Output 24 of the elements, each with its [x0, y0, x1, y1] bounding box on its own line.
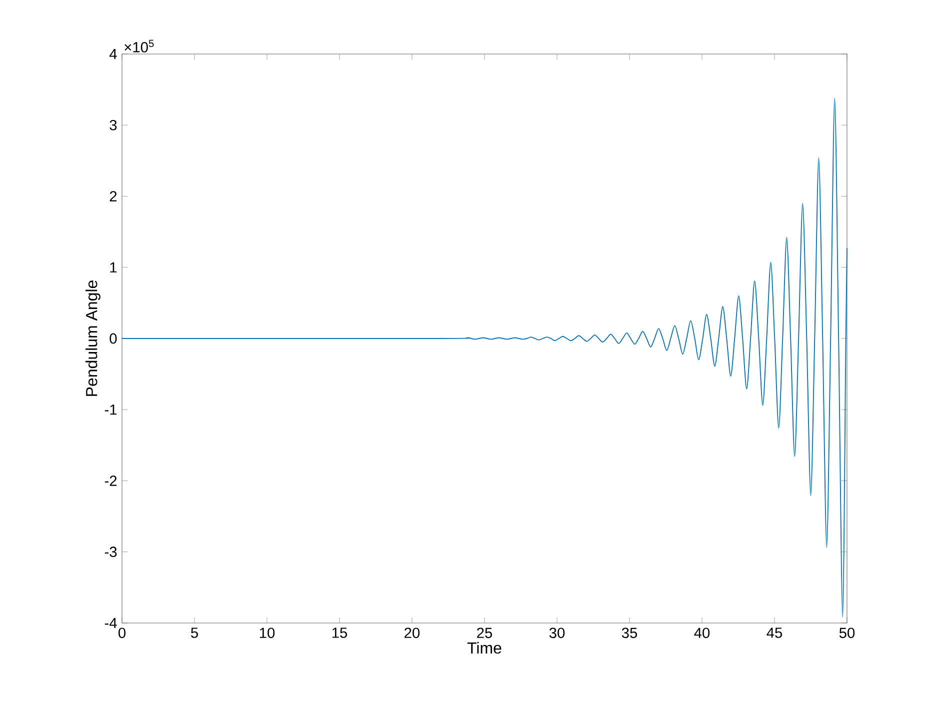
x-tick-label: 35 — [622, 628, 638, 638]
x-tick-label: 15 — [332, 628, 348, 638]
x-tick-label: 25 — [477, 628, 492, 638]
y-tick-label: -2 — [104, 476, 117, 486]
y-tick-label: 4 — [109, 48, 117, 60]
x-tick-label: 10 — [260, 628, 275, 638]
x-tick-label: 5 — [191, 628, 198, 638]
y-tick-label: -4 — [104, 618, 117, 628]
y-axis-title: Pendulum Angle — [86, 280, 100, 396]
x-tick-label: 40 — [694, 628, 710, 638]
x-tick-label: 0 — [118, 628, 126, 638]
y-tick-label: 0 — [110, 333, 117, 344]
y-tick-label: -1 — [104, 404, 117, 415]
x-axis-title: Time — [467, 642, 502, 654]
y-tick-label: 2 — [110, 191, 117, 202]
x-tick-label: 50 — [839, 628, 855, 638]
y-tick-label: -3 — [104, 546, 117, 558]
y-tick-label: 3 — [110, 120, 117, 130]
line-series — [122, 98, 848, 618]
y-tick-label: 1 — [110, 262, 117, 272]
x-tick-label: 45 — [766, 628, 782, 638]
x-tick-label: 20 — [404, 628, 420, 638]
x-tick-label: 30 — [549, 628, 565, 638]
text: ×10$^{5}$ — [124, 40, 154, 52]
